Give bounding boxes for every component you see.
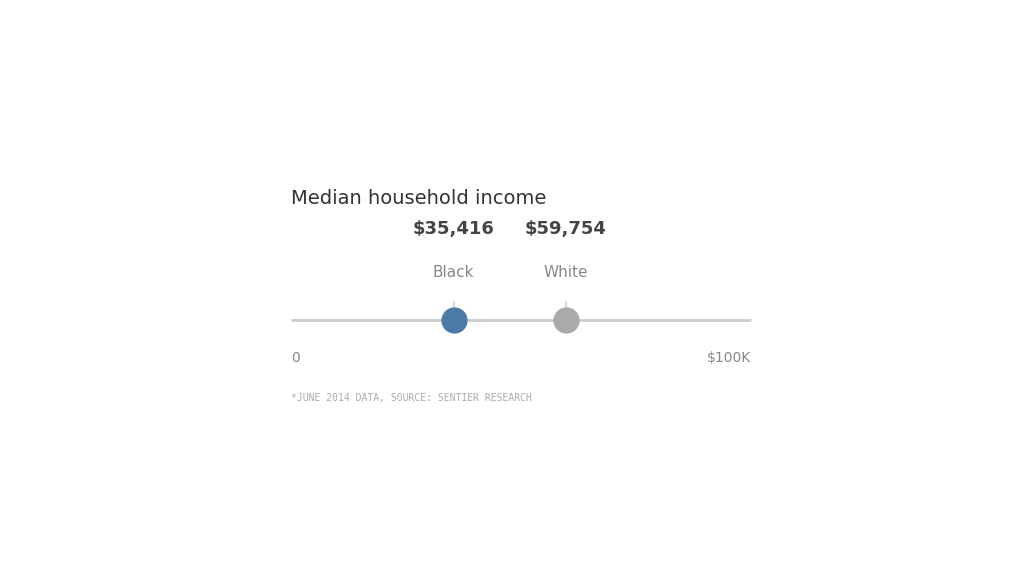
- Text: Black: Black: [433, 265, 474, 280]
- Point: [445, 315, 462, 324]
- Text: *JUNE 2014 DATA, SOURCE: SENTIER RESEARCH: *JUNE 2014 DATA, SOURCE: SENTIER RESEARC…: [291, 393, 531, 403]
- Text: $35,416: $35,416: [413, 219, 495, 238]
- Text: $100K: $100K: [707, 351, 751, 365]
- Text: Median household income: Median household income: [291, 189, 546, 208]
- Text: 0: 0: [291, 351, 299, 365]
- Text: $59,754: $59,754: [524, 219, 606, 238]
- Point: [557, 315, 573, 324]
- Text: White: White: [544, 265, 588, 280]
